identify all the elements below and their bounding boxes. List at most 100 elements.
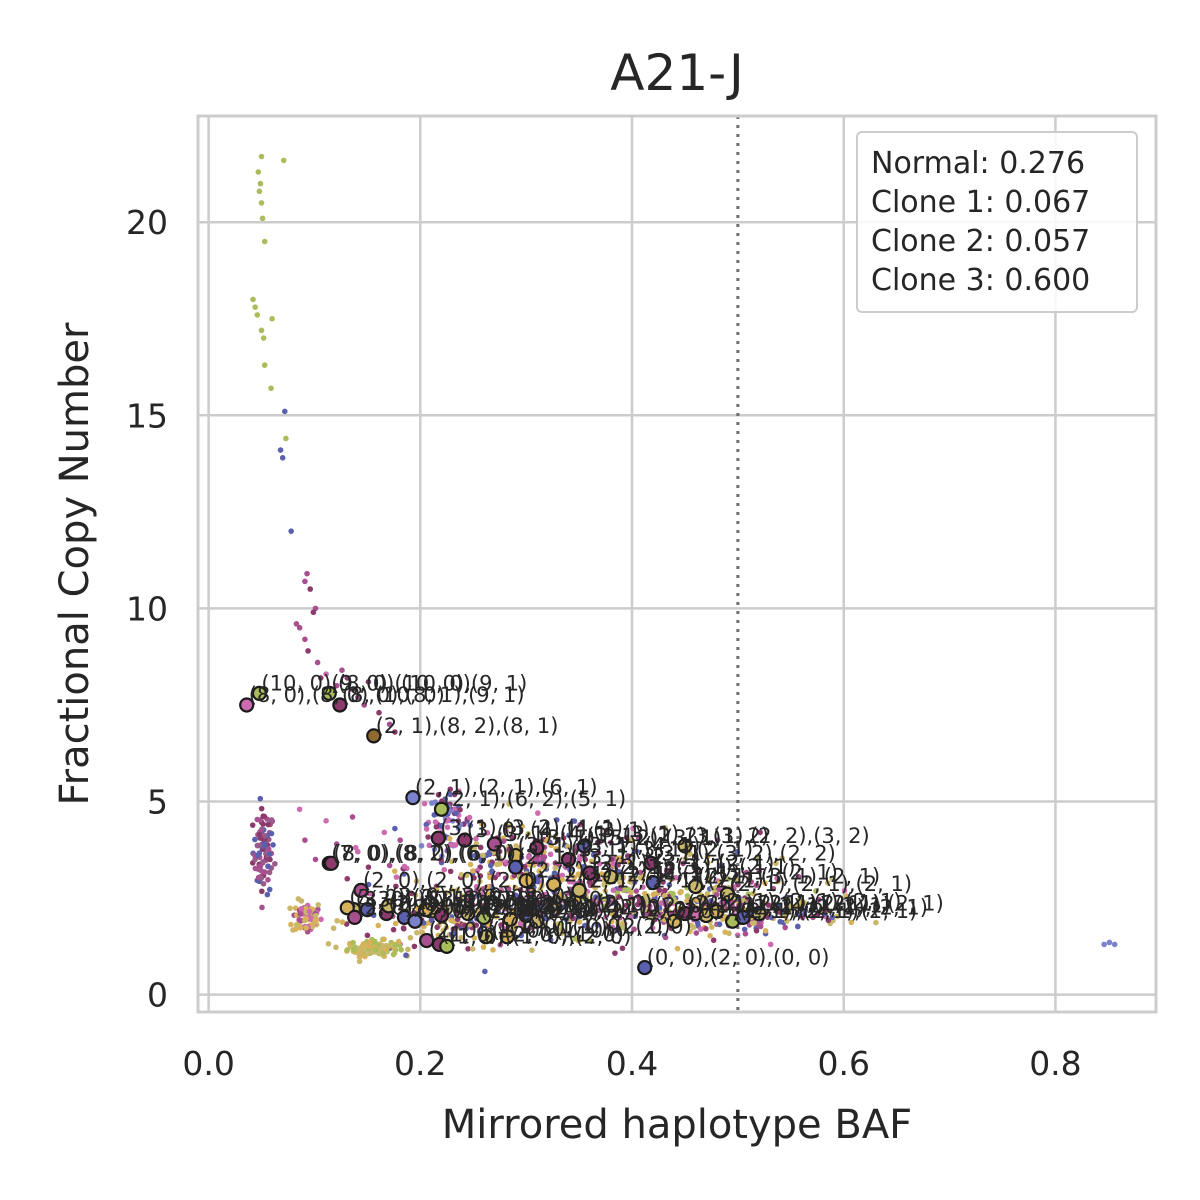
- segment-marker: [502, 911, 518, 927]
- bin-point: [390, 926, 397, 933]
- bin-point: [511, 927, 517, 933]
- segment-label: (2, 1),(2, 1),(2, 1): [698, 892, 881, 916]
- segment-label: (2, 0),(3, 0),(2, 0): [357, 895, 540, 919]
- bin-point: [367, 939, 374, 946]
- bin-point: [473, 841, 480, 847]
- bin-point: [450, 906, 456, 912]
- bin-point: [449, 818, 456, 824]
- bin-point: [431, 846, 438, 853]
- bin-point: [592, 910, 598, 917]
- legend-line-normal: Normal: 0.276: [871, 146, 1085, 181]
- bin-point: [674, 945, 681, 952]
- bin-point: [693, 868, 699, 874]
- bin-point: [256, 832, 263, 838]
- segment-marker: [576, 838, 592, 854]
- segment-marker: [476, 909, 492, 925]
- bin-point: [604, 827, 611, 833]
- bin-point: [448, 917, 454, 924]
- segment-marker: [643, 855, 659, 871]
- segment-label: (3, 1),(3, 1),(4, 1): [518, 834, 701, 858]
- bin-point: [473, 922, 480, 928]
- bin-point: [471, 845, 478, 852]
- segment-marker: [560, 851, 577, 868]
- bin-point: [260, 335, 267, 341]
- segment-marker: [460, 905, 476, 922]
- segment-label: (3, 0),(3, 0),(3, 0): [369, 888, 552, 912]
- bin-point: [351, 947, 357, 953]
- bin-point: [553, 903, 560, 909]
- bin-point: [445, 848, 451, 854]
- bin-point: [834, 913, 841, 920]
- bin-point: [635, 893, 642, 900]
- bin-point: [706, 876, 713, 883]
- bin-point: [702, 894, 709, 901]
- bin-point: [498, 922, 504, 928]
- bin-point: [627, 913, 634, 920]
- bin-point: [594, 922, 601, 928]
- bin-point: [672, 898, 679, 905]
- bin-point: [471, 935, 478, 941]
- bin-point: [317, 675, 324, 681]
- bin-point: [393, 883, 399, 890]
- bin-point: [633, 888, 640, 894]
- y-tick-label: 15: [126, 396, 168, 435]
- bin-point: [330, 925, 337, 932]
- bin-point: [592, 894, 599, 900]
- bin-point: [448, 931, 455, 937]
- bin-point: [662, 825, 669, 831]
- bin-point: [485, 890, 491, 897]
- bin-point: [470, 868, 476, 874]
- bin-point: [266, 886, 273, 893]
- bin-point: [810, 914, 816, 921]
- bin-point: [536, 868, 542, 874]
- bin-point: [295, 896, 302, 902]
- bin-point: [555, 837, 561, 844]
- bin-point: [701, 900, 708, 907]
- segment-label: (3, 1),(3, 2),(4, 1): [440, 816, 623, 840]
- bin-point: [534, 878, 541, 885]
- segment-label: (2, 0),(1, 0),(1, 0): [429, 919, 612, 943]
- bin-point: [687, 901, 693, 908]
- bin-point: [595, 850, 602, 856]
- bin-point: [527, 925, 533, 931]
- bin-point: [782, 913, 788, 919]
- bin-point: [487, 862, 494, 869]
- bin-point: [423, 821, 430, 828]
- segment-label: (2, 1),(3, 1),(2, 1): [698, 864, 881, 888]
- bin-point: [258, 868, 265, 874]
- bin-point: [616, 922, 622, 928]
- bin-point: [629, 837, 635, 843]
- bin-point: [426, 842, 433, 849]
- bin-point: [624, 853, 631, 859]
- bin-point: [535, 874, 542, 880]
- bin-point: [590, 852, 597, 858]
- bin-point: [668, 866, 674, 872]
- bin-point: [620, 859, 627, 865]
- bin-point: [477, 878, 483, 885]
- segment-label: (2, 1),(2, 1),(6, 1): [415, 776, 598, 800]
- segment-marker: [433, 907, 450, 924]
- segment-label: (2, 0),(2, 1),(2, 0): [512, 897, 695, 921]
- segment-label: (3, 0),(3, 1),(3, 0): [349, 886, 532, 910]
- bin-point: [461, 922, 468, 929]
- bin-point: [719, 863, 725, 869]
- bin-point: [269, 315, 275, 322]
- bin-point: [454, 896, 460, 903]
- x-axis-ticks: 0.0 0.2 0.4 0.6 0.8: [182, 1044, 1081, 1083]
- bin-point: [743, 869, 750, 876]
- bin-point: [546, 896, 553, 902]
- bin-point: [757, 829, 763, 836]
- bin-point: [796, 897, 802, 903]
- bin-point: [302, 837, 308, 843]
- bin-point: [446, 835, 453, 842]
- bin-point: [767, 941, 774, 948]
- bin-point: [589, 881, 596, 887]
- bin-point: [690, 924, 697, 931]
- bin-point: [434, 924, 440, 931]
- bin-point: [553, 817, 560, 823]
- bin-point: [293, 922, 300, 928]
- bin-point: [559, 872, 566, 879]
- bin-point: [721, 902, 728, 909]
- bin-point: [556, 891, 563, 898]
